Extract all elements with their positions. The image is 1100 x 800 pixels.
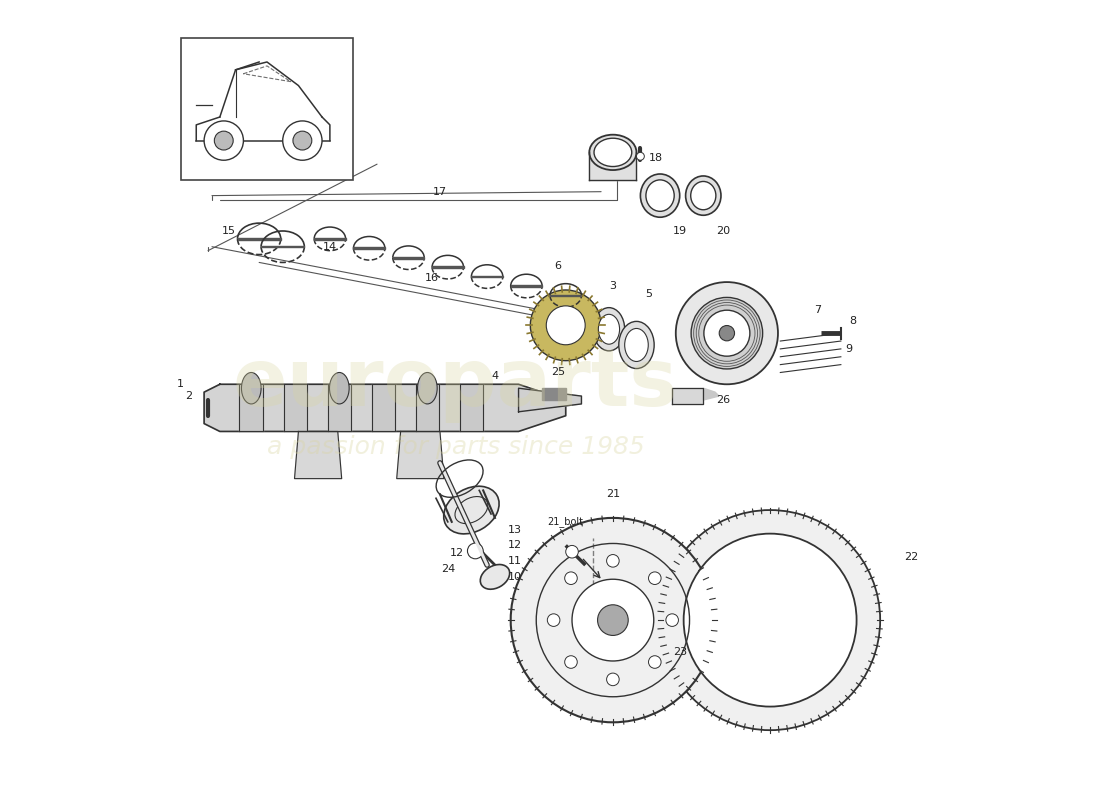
Circle shape — [637, 152, 645, 160]
Ellipse shape — [242, 373, 261, 404]
Circle shape — [675, 282, 778, 384]
Circle shape — [666, 614, 679, 626]
Ellipse shape — [646, 180, 674, 211]
Text: 24: 24 — [441, 564, 455, 574]
Text: 19: 19 — [672, 226, 686, 236]
Text: 3: 3 — [609, 281, 616, 291]
Polygon shape — [672, 388, 703, 404]
Text: 5: 5 — [645, 289, 652, 299]
Text: 20: 20 — [716, 226, 730, 236]
Circle shape — [704, 310, 750, 356]
Polygon shape — [393, 257, 425, 258]
Ellipse shape — [443, 486, 499, 534]
Circle shape — [510, 518, 715, 722]
Polygon shape — [238, 238, 280, 240]
Ellipse shape — [594, 138, 631, 166]
Polygon shape — [353, 247, 385, 249]
Text: 14: 14 — [322, 242, 337, 252]
Text: 26: 26 — [716, 395, 730, 405]
Circle shape — [683, 534, 857, 706]
Polygon shape — [205, 384, 565, 431]
Ellipse shape — [685, 176, 720, 215]
Circle shape — [691, 298, 762, 369]
Text: 1: 1 — [177, 379, 184, 390]
Text: 12: 12 — [507, 541, 521, 550]
Ellipse shape — [481, 565, 509, 590]
Polygon shape — [432, 266, 463, 268]
Circle shape — [564, 572, 578, 585]
Polygon shape — [518, 388, 582, 412]
Circle shape — [205, 121, 243, 160]
Text: 21_bolt: 21_bolt — [548, 516, 584, 527]
Circle shape — [565, 546, 579, 558]
Ellipse shape — [640, 174, 680, 218]
Circle shape — [530, 290, 601, 361]
Text: 16: 16 — [425, 273, 439, 283]
Circle shape — [660, 510, 880, 730]
Polygon shape — [295, 431, 342, 478]
Circle shape — [283, 121, 322, 160]
Polygon shape — [284, 384, 307, 431]
Text: 15: 15 — [221, 226, 235, 236]
Polygon shape — [460, 384, 483, 431]
Polygon shape — [472, 276, 503, 278]
Circle shape — [548, 614, 560, 626]
Polygon shape — [416, 384, 439, 431]
Polygon shape — [261, 246, 305, 247]
Circle shape — [649, 572, 661, 585]
Ellipse shape — [590, 134, 637, 170]
Circle shape — [293, 131, 311, 150]
Ellipse shape — [593, 308, 625, 351]
Ellipse shape — [598, 314, 619, 344]
Circle shape — [719, 326, 735, 341]
Text: 18: 18 — [649, 153, 663, 163]
Polygon shape — [550, 294, 582, 296]
Polygon shape — [328, 384, 351, 431]
Text: 22: 22 — [904, 552, 918, 562]
Text: 6: 6 — [554, 262, 561, 271]
Polygon shape — [590, 152, 637, 180]
Polygon shape — [315, 238, 345, 240]
Circle shape — [606, 673, 619, 686]
Circle shape — [606, 554, 619, 567]
Ellipse shape — [691, 182, 716, 210]
Circle shape — [214, 131, 233, 150]
Polygon shape — [240, 384, 263, 431]
Text: 7: 7 — [814, 305, 821, 314]
Text: 17: 17 — [433, 186, 447, 197]
Text: 12: 12 — [450, 548, 463, 558]
Circle shape — [468, 543, 483, 558]
Circle shape — [547, 306, 585, 345]
Ellipse shape — [619, 322, 654, 369]
Circle shape — [649, 656, 661, 668]
Polygon shape — [542, 388, 565, 400]
Text: 13: 13 — [507, 525, 521, 534]
Polygon shape — [397, 431, 444, 478]
Ellipse shape — [330, 373, 349, 404]
Circle shape — [597, 605, 628, 635]
Text: 23: 23 — [672, 646, 686, 657]
Text: 2: 2 — [185, 391, 192, 401]
Circle shape — [572, 579, 653, 661]
Text: 10: 10 — [507, 572, 521, 582]
Polygon shape — [372, 384, 395, 431]
Text: a passion for parts since 1985: a passion for parts since 1985 — [267, 435, 645, 459]
Circle shape — [564, 656, 578, 668]
Text: europarts: europarts — [233, 346, 679, 423]
Text: 9: 9 — [845, 344, 853, 354]
FancyBboxPatch shape — [180, 38, 353, 180]
Ellipse shape — [625, 329, 648, 362]
Text: 8: 8 — [849, 316, 856, 326]
Text: 11: 11 — [507, 556, 521, 566]
Polygon shape — [703, 388, 719, 400]
Ellipse shape — [418, 373, 437, 404]
Text: 25: 25 — [551, 367, 565, 378]
Text: 4: 4 — [492, 371, 498, 382]
Text: 21: 21 — [606, 490, 620, 499]
